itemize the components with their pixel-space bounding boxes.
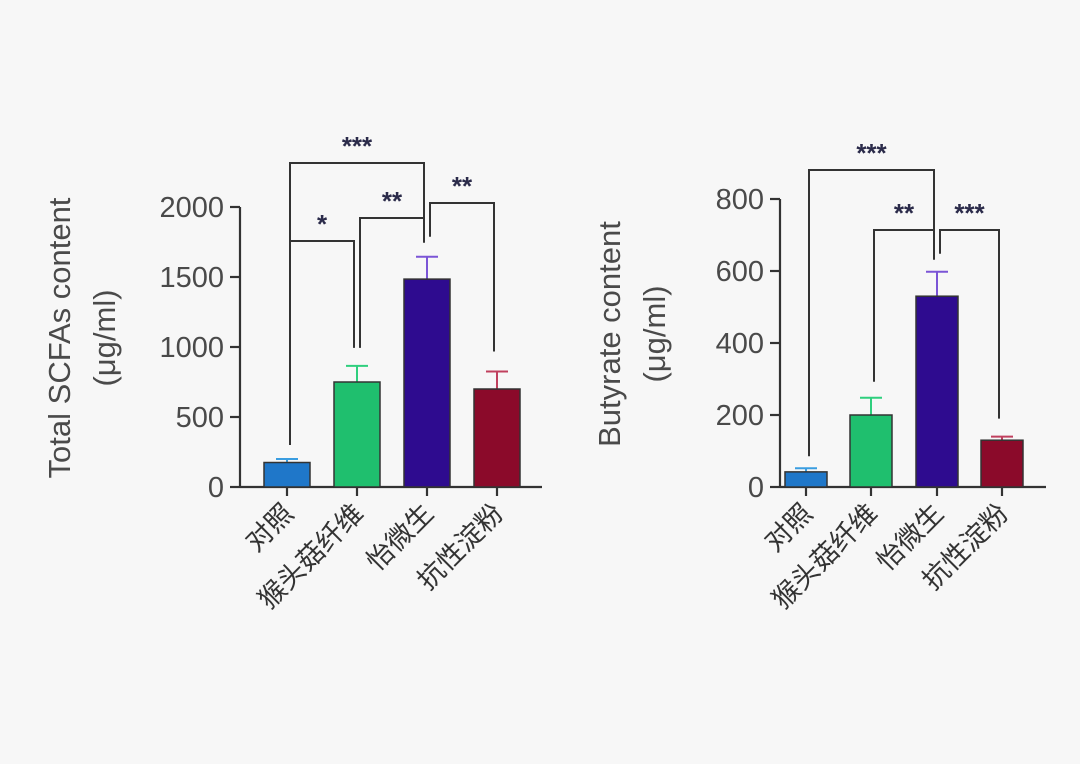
- y-tick-label: 800: [716, 184, 764, 216]
- y-tick-label: 400: [716, 328, 764, 360]
- y-tick-label: 0: [748, 472, 764, 504]
- y-axis-title-line: (μg/ml): [637, 285, 672, 382]
- bar-4: [980, 439, 1024, 488]
- significance-label: **: [382, 186, 403, 216]
- y-tick-label: 2000: [159, 192, 224, 224]
- y-tick-label: 0: [208, 472, 224, 504]
- y-tick-label: 1000: [159, 332, 224, 364]
- chart-butyrate: Butyrate content (μg/ml)0200400600800对照猴头…: [592, 138, 1046, 615]
- bar-3: [403, 278, 451, 488]
- bar-2: [333, 381, 381, 488]
- significance-label: ***: [954, 198, 985, 228]
- significance-bracket: [939, 229, 1000, 419]
- significance-bracket: [808, 169, 935, 457]
- y-tick-label: 500: [176, 402, 224, 434]
- significance-bracket: [873, 229, 935, 382]
- bar-2: [849, 414, 893, 488]
- y-tick-label: 1500: [159, 262, 224, 294]
- chart-total-scfas: Total SCFAs content (μg/ml) 0 500 1000 1500 20…: [42, 131, 542, 615]
- significance-bracket: [289, 240, 355, 441]
- significance-bracket: [429, 202, 495, 352]
- significance-label: ***: [856, 138, 887, 168]
- significance-label: ***: [342, 131, 373, 161]
- significance-label: **: [452, 171, 473, 201]
- significance-bracket: [359, 217, 425, 348]
- significance-label: **: [894, 198, 915, 228]
- category-label: 对照: [240, 498, 299, 557]
- y-tick-label: 200: [716, 400, 764, 432]
- y-axis-title-line: (μg/ml): [87, 289, 122, 386]
- bar-3: [915, 295, 959, 488]
- category-label: 对照: [759, 498, 818, 557]
- significance-label: *: [317, 209, 328, 239]
- bar-1: [784, 471, 828, 488]
- y-axis-title-line: Total SCFAs content: [42, 197, 77, 478]
- bar-4: [473, 388, 521, 488]
- y-axis-title-line: Butyrate content: [592, 221, 627, 447]
- y-tick-label: 600: [716, 256, 764, 288]
- bar-1: [263, 461, 311, 488]
